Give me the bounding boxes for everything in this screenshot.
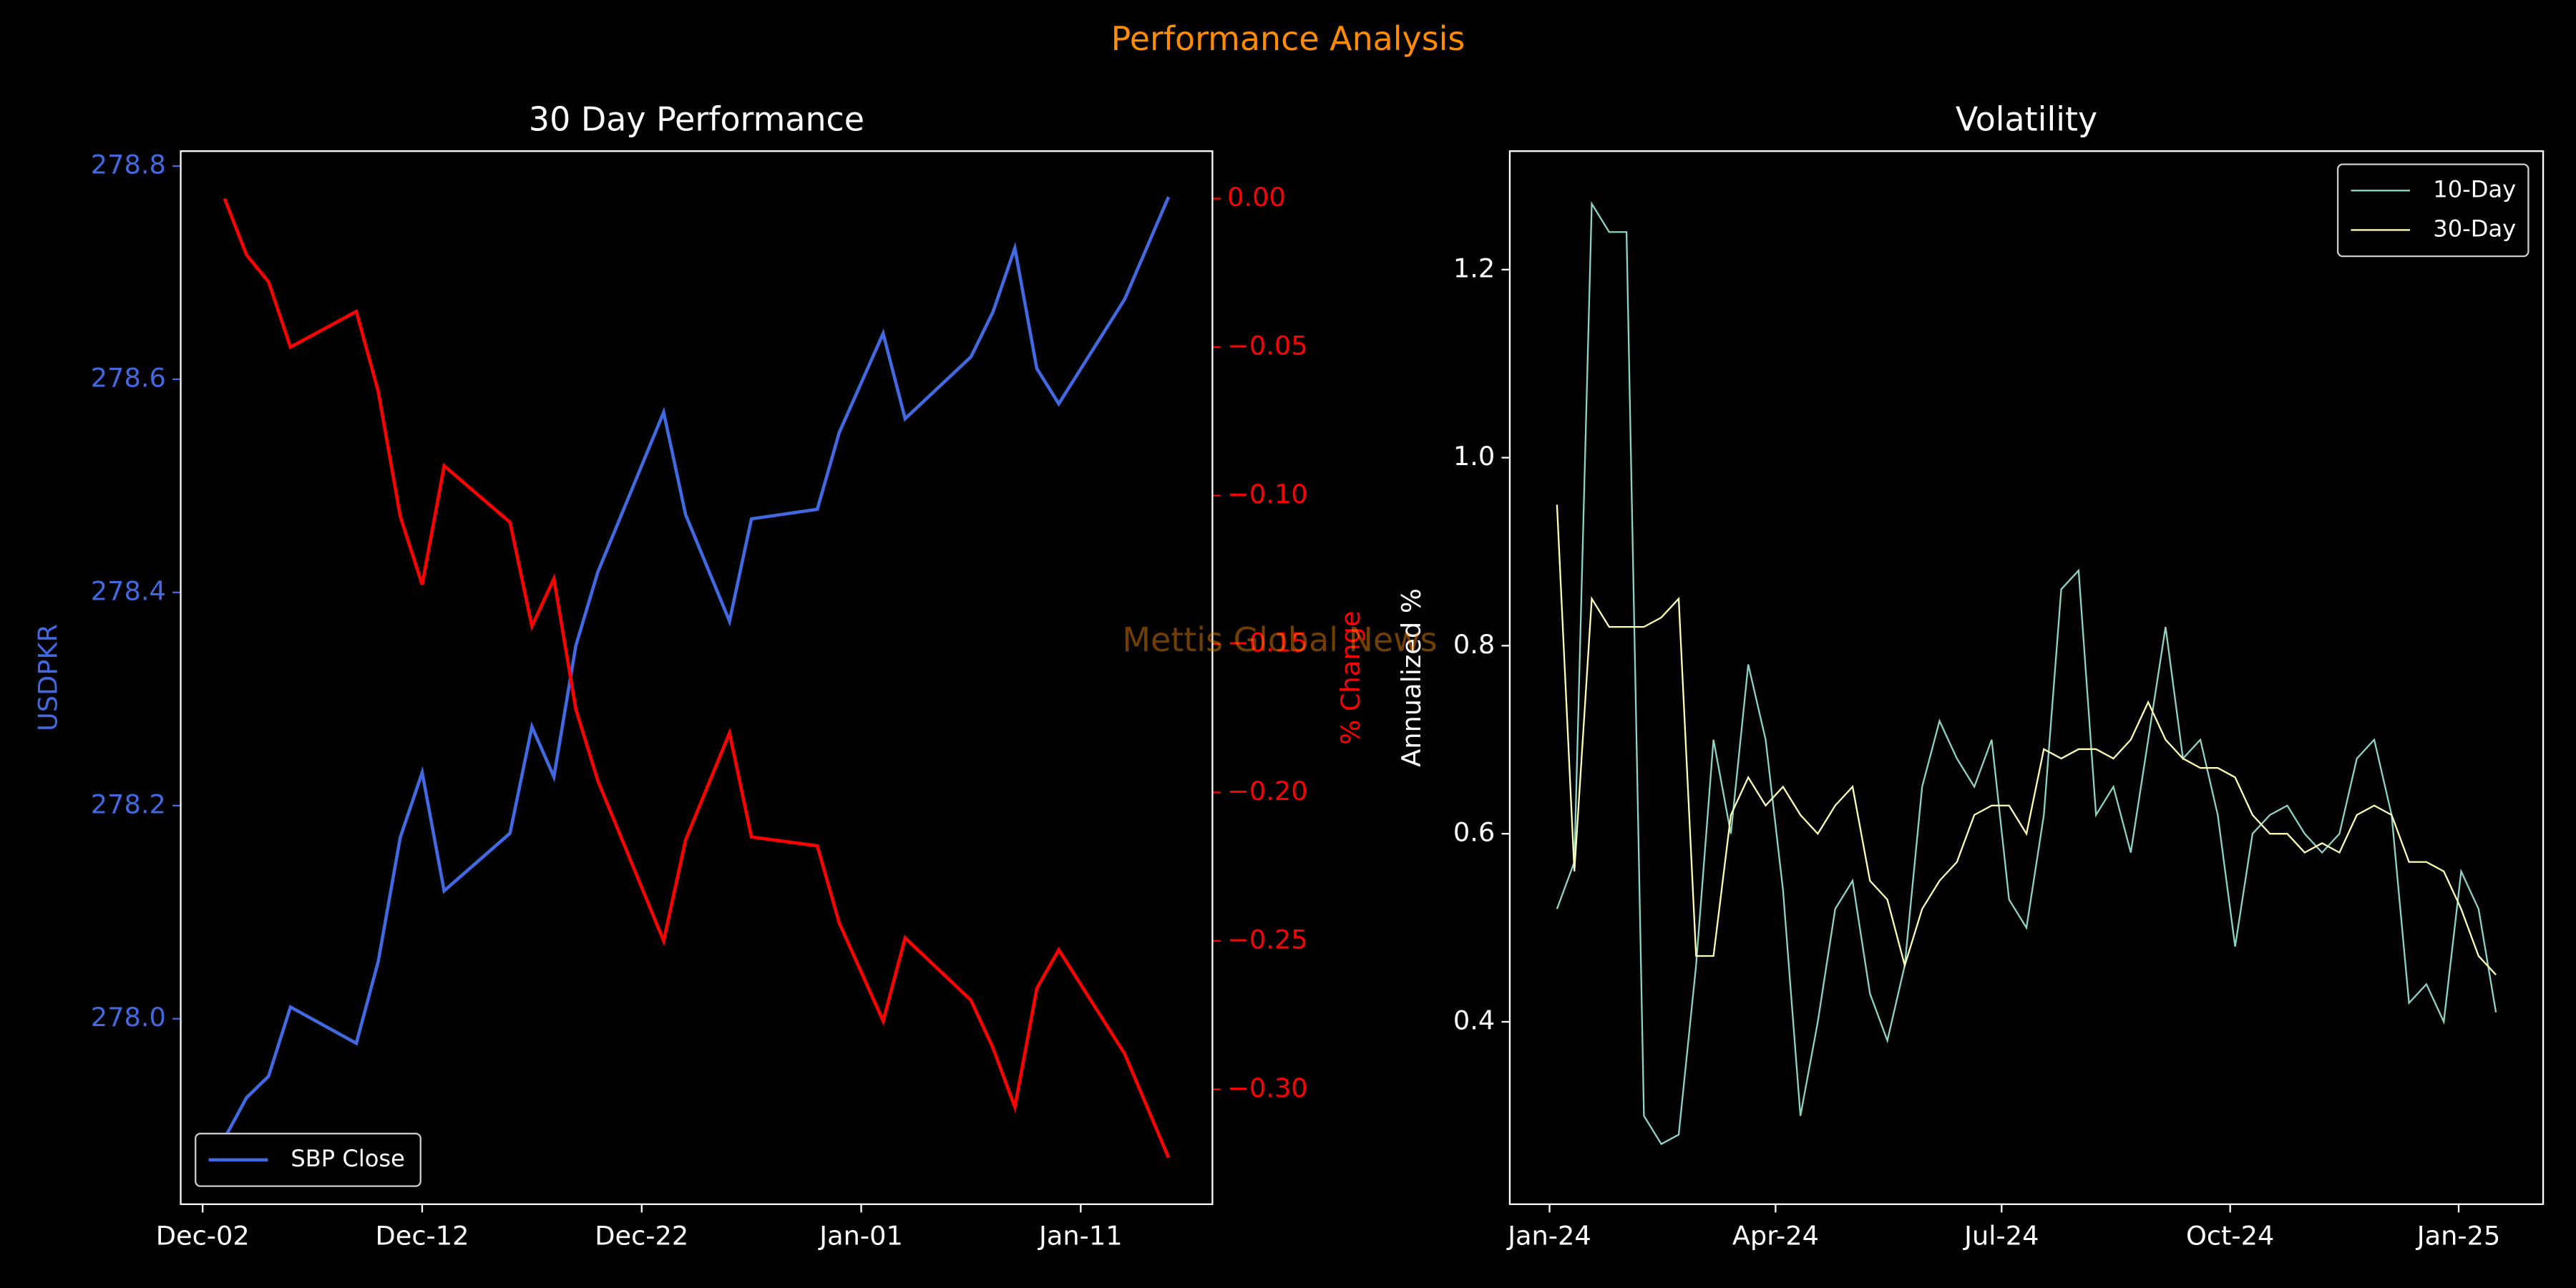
legend-label: SBP Close [291, 1145, 405, 1172]
y2-tick-label: −0.05 [1227, 331, 1308, 361]
y-tick-label: 1.0 [1453, 441, 1495, 472]
y-tick-label: 278.8 [91, 150, 166, 180]
y-tick-label: 0.4 [1453, 1005, 1495, 1035]
series-line [1556, 504, 2497, 976]
y-tick-label: 278.2 [91, 789, 166, 819]
series-line [1556, 200, 2497, 1146]
y-tick-label: 0.6 [1453, 817, 1495, 848]
subplot-title: 30 Day Performance [529, 99, 864, 138]
y-tick-label: 0.8 [1453, 629, 1495, 660]
y2-tick-label: −0.20 [1227, 776, 1308, 806]
series-line [223, 197, 1171, 1158]
y2-tick-label: 0.00 [1227, 182, 1286, 213]
x-tick-label: Jan-24 [1506, 1220, 1591, 1251]
legend-label: 10-Day [2433, 175, 2516, 203]
x-tick-label: Apr-24 [1732, 1220, 1819, 1251]
x-tick-label: Jul-24 [1963, 1220, 2039, 1251]
legend-label: 30-Day [2433, 215, 2516, 242]
x-tick-label: Jan-11 [1038, 1220, 1123, 1251]
x-tick-label: Dec-22 [595, 1220, 688, 1251]
legend-box [195, 1133, 421, 1187]
y2-tick-label: −0.30 [1227, 1073, 1308, 1103]
plot-frame [1508, 150, 2545, 1206]
y2-tick-label: −0.10 [1227, 479, 1308, 509]
plot-frame [180, 150, 1214, 1206]
y-tick-label: 278.4 [91, 575, 166, 606]
y-tick-label: 278.0 [91, 1002, 166, 1033]
y-axis-label: USDPKR [32, 624, 63, 731]
legend-box [2336, 163, 2529, 258]
x-tick-label: Dec-02 [156, 1220, 250, 1251]
x-tick-label: Oct-24 [2186, 1220, 2274, 1251]
watermark: Mettis Global News [1122, 620, 1437, 659]
x-tick-label: Jan-01 [818, 1220, 903, 1251]
y-tick-label: 278.6 [91, 362, 166, 393]
series-line [223, 196, 1171, 1139]
y2-axis-label: % Change [1335, 610, 1366, 744]
y2-tick-label: −0.15 [1227, 627, 1308, 658]
x-tick-label: Dec-12 [375, 1220, 469, 1251]
subplot-title: Volatility [1956, 99, 2097, 138]
y2-tick-label: −0.25 [1227, 924, 1308, 955]
x-tick-label: Jan-25 [2416, 1220, 2501, 1251]
y-axis-label: Annualized % [1396, 588, 1427, 767]
y-tick-label: 1.2 [1453, 253, 1495, 283]
figure-title: Performance Analysis [1111, 19, 1465, 58]
